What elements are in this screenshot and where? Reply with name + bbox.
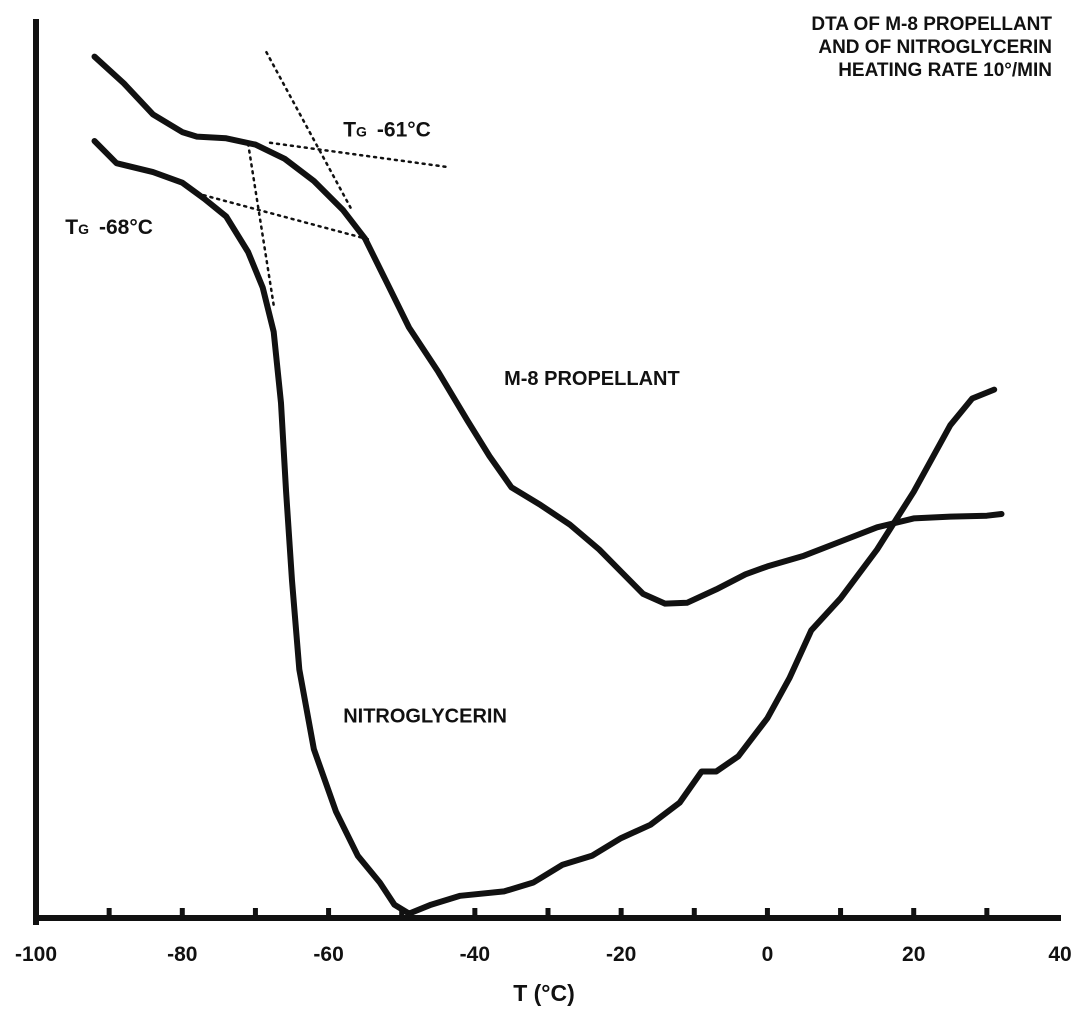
tangent-line: [268, 141, 447, 169]
tg-annotation: TG -61°C: [343, 119, 431, 142]
x-tick-label: 0: [762, 943, 774, 966]
title-line-3: HEATING RATE 10°/MIN: [838, 60, 1052, 81]
tg-annotation: TG -68°C: [65, 216, 153, 239]
x-tick-labels: -100 -80 -60 -40 -20 0 20 40: [15, 943, 1072, 966]
series-label: M-8 PROPELLANT: [504, 368, 680, 390]
tangent-line: [246, 142, 275, 307]
tangent-line: [195, 192, 374, 242]
x-tick-label: -20: [606, 943, 636, 966]
title-line-2: AND OF NITROGLYCERIN: [818, 37, 1052, 58]
x-axis-title: T (°C): [513, 980, 575, 1006]
x-tick-label: -60: [313, 943, 343, 966]
series-label: NITROGLYCERIN: [343, 706, 507, 728]
x-tick-label: 40: [1048, 943, 1071, 966]
x-tick-label: -80: [167, 943, 197, 966]
chart-title: DTA OF M-8 PROPELLANT AND OF NITROGLYCER…: [811, 14, 1052, 81]
tangent-line: [265, 50, 352, 209]
x-tick-label: 20: [902, 943, 925, 966]
title-line-1: DTA OF M-8 PROPELLANT: [811, 14, 1052, 35]
x-ticks: [106, 908, 990, 918]
series-line: [91, 138, 998, 917]
tg-annotations: TG -61°C TG -68°C: [65, 119, 431, 240]
x-tick-label: -100: [15, 943, 57, 966]
x-tick-label: -40: [460, 943, 490, 966]
series-labels: M-8 PROPELLANT NITROGLYCERIN: [343, 368, 679, 727]
tangent-lines: [195, 50, 447, 307]
series-line: [91, 53, 1005, 607]
axes: [33, 19, 1061, 925]
curves: [91, 53, 1005, 917]
